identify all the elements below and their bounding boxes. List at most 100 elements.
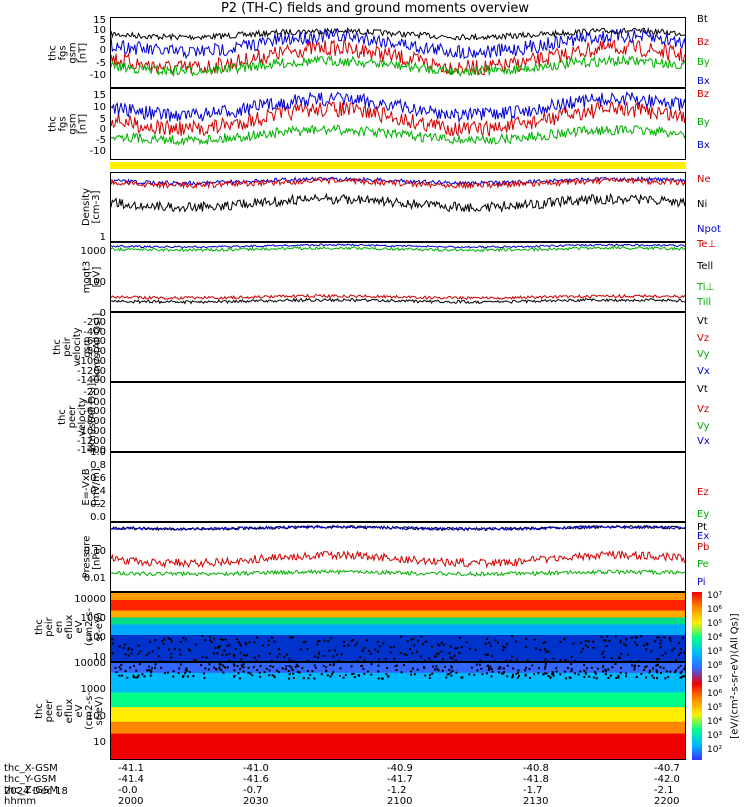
spectrogram-noise-pixel [221, 654, 223, 656]
spectrogram-noise-pixel [204, 639, 206, 641]
y-tick-label: 10000 [62, 659, 106, 669]
spectrogram-noise-pixel [619, 640, 621, 642]
spectrogram-noise-pixel [667, 676, 669, 678]
x-tick-value: 2000 [118, 797, 143, 807]
x-tick-value: -41.4 [118, 775, 144, 785]
spectrogram-noise-pixel [431, 646, 433, 648]
spectrogram-noise-pixel [488, 642, 490, 644]
spectrogram-noise-pixel [300, 648, 302, 650]
colorbar-label: 10⁴ [707, 718, 722, 727]
pe-line [111, 570, 686, 576]
spectrogram-noise-pixel [182, 676, 184, 678]
spectrogram-noise-pixel [678, 654, 680, 656]
spectrogram-noise-pixel [278, 671, 280, 673]
spectrogram-noise-pixel [189, 650, 191, 652]
spectrogram-noise-pixel [603, 639, 605, 641]
spectrogram-noise-pixel [289, 665, 291, 667]
colorbar-label: 10⁸ [707, 662, 722, 671]
spectrogram-noise-pixel [454, 647, 456, 649]
spectrogram-noise-pixel [234, 675, 236, 677]
legend-Vz: Vz [697, 334, 709, 344]
x-tick-value: 2100 [387, 797, 412, 807]
spectrogram-noise-pixel [537, 672, 539, 674]
spectrogram-noise-pixel [211, 641, 213, 643]
spectrogram-noise-pixel [119, 666, 121, 668]
spectrogram-noise-pixel [531, 665, 533, 667]
y-axis-label-line: [nPa] [91, 544, 102, 570]
spectrogram-noise-pixel [544, 666, 546, 668]
spectrogram-noise-pixel [525, 674, 527, 676]
spectrogram-noise-pixel [146, 654, 148, 656]
y-axis-label-line: [km/s(All Qs)] [92, 313, 103, 381]
spectrogram-noise-pixel [407, 640, 409, 642]
spectrogram-noise-pixel [154, 667, 156, 669]
spectrogram-noise-pixel [235, 648, 237, 650]
spectrogram-noise-pixel [400, 636, 402, 638]
spectrogram-noise-pixel [606, 636, 608, 638]
y-tick-label: 10 [62, 738, 106, 748]
spectrogram-noise-pixel [512, 675, 514, 677]
spectrogram-noise-pixel [213, 638, 215, 640]
spectrogram-noise-pixel [450, 657, 452, 659]
spectrogram-noise-pixel [216, 669, 218, 671]
colorbar-label: 10⁵ [707, 704, 722, 713]
spectrogram-noise-pixel [174, 648, 176, 650]
legend-Bt: Bt [697, 15, 708, 25]
spectrogram-noise-pixel [646, 644, 648, 646]
spectrogram-noise-pixel [456, 672, 458, 674]
spectrogram-noise-pixel [492, 671, 494, 673]
spectrogram-noise-pixel [299, 672, 301, 674]
spectrogram-noise-pixel [656, 637, 658, 639]
spectrogram-noise-pixel [680, 672, 682, 674]
spectrogram-noise-pixel [239, 677, 241, 679]
spectrogram-noise-pixel [371, 663, 373, 665]
spectrogram-noise-pixel [454, 655, 456, 657]
spectrogram-noise-pixel [259, 672, 261, 674]
spectrogram-noise-pixel [293, 677, 295, 679]
spectrogram-noise-pixel [680, 677, 682, 679]
colorbar-label: 10² [707, 746, 722, 755]
spectrogram-noise-pixel [195, 644, 197, 646]
spectrogram-noise-pixel [476, 664, 478, 666]
spectrogram-noise-pixel [328, 650, 330, 652]
spectrogram-noise-pixel [410, 674, 412, 676]
y-tick-label: 15 [62, 91, 106, 101]
spectrogram-noise-pixel [615, 636, 617, 638]
x-tick-value: -0.7 [243, 786, 263, 796]
spectrogram-noise-pixel [112, 652, 114, 654]
spectrogram-noise-pixel [479, 664, 481, 666]
spectrogram-noise-pixel [603, 656, 605, 658]
spectrogram-noise-pixel [135, 670, 137, 672]
spectrogram-noise-pixel [461, 646, 463, 648]
panel-efield [110, 452, 686, 522]
spectrogram-noise-pixel [619, 657, 621, 659]
panel-spec_i-plot [111, 593, 686, 662]
spectrogram-noise-pixel [654, 640, 656, 642]
panel-vi [110, 312, 686, 382]
spectrogram-noise-pixel [355, 644, 357, 646]
spectrogram-noise-pixel [573, 643, 575, 645]
spectrogram-noise-pixel [332, 671, 334, 673]
spectrogram-noise-pixel [403, 664, 405, 666]
colorbar-label: 10⁶ [707, 690, 722, 699]
spectrogram-noise-pixel [325, 670, 327, 672]
spectrogram-noise-pixel [498, 671, 500, 673]
spectrogram-noise-pixel [574, 672, 576, 674]
spectrogram-noise-pixel [370, 674, 372, 676]
spectrogram-noise-pixel [292, 636, 294, 638]
spectrogram-noise-pixel [506, 643, 508, 645]
spectrogram-noise-pixel [664, 677, 666, 679]
spectrogram-noise-pixel [297, 665, 299, 667]
separator-bar [110, 162, 686, 169]
spectrogram-noise-pixel [543, 673, 545, 675]
spectrogram-noise-pixel [295, 666, 297, 668]
spectrogram-noise-pixel [248, 667, 250, 669]
y-tick-label: 0.0 [62, 513, 106, 523]
spectrogram-noise-pixel [620, 642, 622, 644]
spectrogram-noise-pixel [660, 646, 662, 648]
spectrogram-noise-pixel [253, 641, 255, 643]
spectrogram-noise-pixel [243, 654, 245, 656]
y-axis-label-line: fgs [57, 116, 68, 131]
panel-ve-plot [111, 383, 686, 452]
spectrogram-noise-pixel [586, 667, 588, 669]
